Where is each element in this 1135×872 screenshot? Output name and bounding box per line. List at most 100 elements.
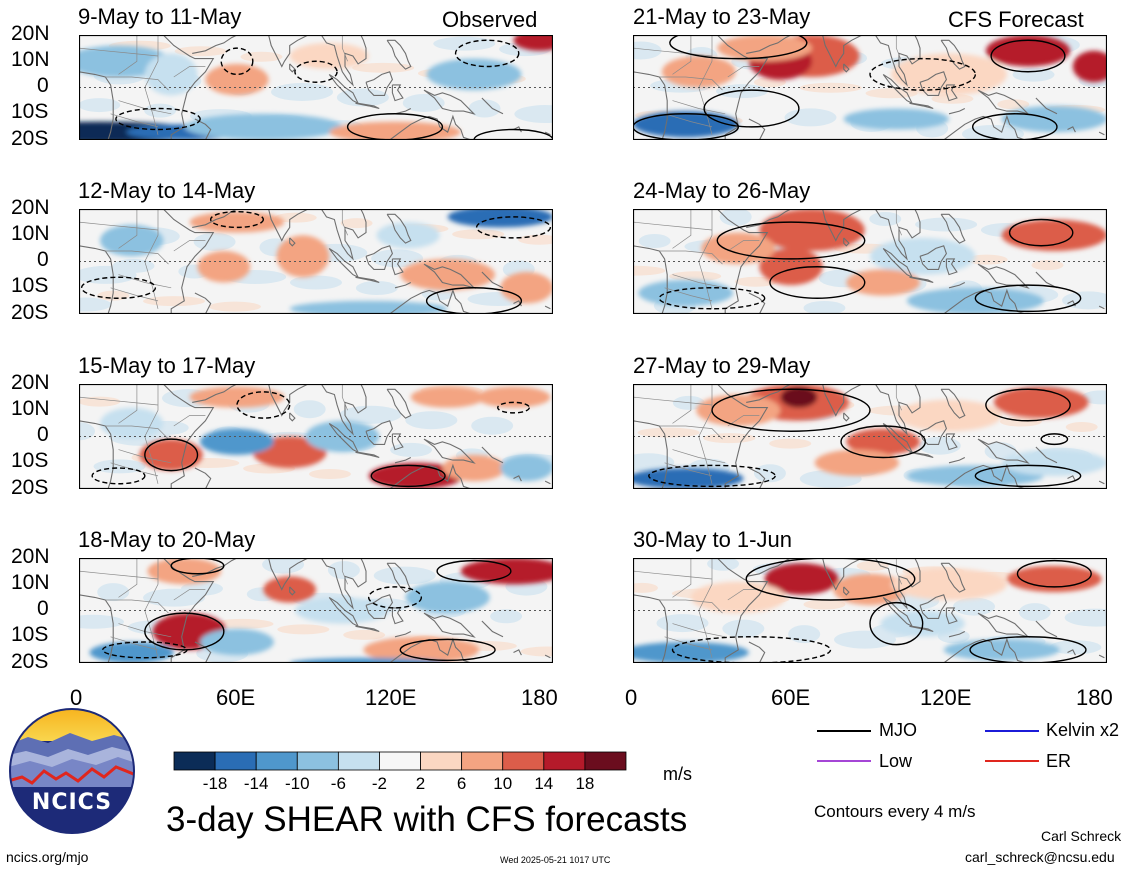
y-tick-row4-3: 10S [11, 623, 49, 646]
coastline [481, 446, 504, 464]
mjo-contour-positive [473, 128, 553, 140]
contour-note: Contours every 4 m/s [814, 802, 976, 821]
country-border [633, 396, 713, 406]
coastline [874, 35, 921, 87]
shear-anomaly-patch [943, 639, 1060, 661]
shading-patch [1018, 603, 1051, 622]
mjo-contour-negative [497, 401, 531, 414]
coastline [948, 282, 966, 289]
coastline [1098, 131, 1105, 136]
shading-patch [97, 583, 130, 602]
coastline [945, 84, 958, 102]
y-tick-row2-3: 10S [11, 274, 49, 297]
shear-anomaly-patch [184, 113, 343, 140]
shear-anomaly-patch [200, 428, 274, 455]
colorbar-tick-label: 6 [457, 774, 466, 793]
x-tick-right-0: 0 [625, 685, 638, 710]
country-border [105, 599, 169, 614]
shading-patch [79, 422, 95, 441]
shear-anomaly-patch [1072, 50, 1107, 83]
shading-patch [637, 427, 700, 438]
shading-patch [961, 124, 1024, 140]
country-border [672, 100, 726, 115]
shading-patch [143, 588, 206, 607]
country-border [173, 240, 206, 252]
shear-anomaly-patch [147, 558, 222, 585]
panel-frame [633, 209, 1107, 314]
coastline [394, 108, 412, 115]
shear-anomaly-patch [846, 428, 921, 455]
shear-anomaly-patch [906, 287, 1044, 314]
coastline [394, 282, 412, 289]
site-link[interactable]: ncics.org/mjo [6, 849, 89, 865]
coastline [544, 131, 551, 136]
coastline [909, 102, 934, 110]
mjo-contour-negative [648, 464, 776, 488]
shear-anomaly-patch [633, 468, 744, 489]
shear-anomaly-patch [1001, 105, 1107, 133]
shading-patch [638, 234, 671, 249]
colorbar-tick-label: -10 [285, 774, 310, 793]
coastline [320, 35, 367, 87]
coastline [192, 35, 238, 54]
country-border [79, 47, 159, 57]
coastline [806, 209, 863, 242]
shading-patch [656, 614, 709, 633]
shading-patch [918, 436, 961, 455]
shading-patch [452, 229, 505, 240]
panel-title-observed-3: 15-May to 17-May [78, 353, 256, 378]
colorbar-swatch [173, 751, 216, 771]
shading-patch [633, 582, 658, 593]
coastline [544, 654, 551, 659]
coastline [940, 562, 966, 593]
mjo-contour-positive [769, 266, 866, 299]
coastline [1035, 97, 1058, 115]
author-email[interactable]: carl_schreck@ncsu.edu [965, 849, 1115, 865]
shear-anomaly-patch [891, 53, 1007, 96]
coastline [843, 412, 850, 422]
y-tick-row3-3: 10S [11, 449, 49, 472]
mjo-contour-negative [294, 60, 338, 83]
colorbar-swatch [502, 751, 545, 771]
country-border [633, 570, 713, 580]
country-border [79, 570, 159, 580]
coastline [843, 586, 850, 596]
shading-patch [769, 438, 812, 449]
shear-anomaly-patch [100, 407, 164, 440]
coastline [79, 245, 114, 314]
panel-title-forecast-2: 24-May to 26-May [633, 178, 811, 203]
country-border [105, 76, 169, 91]
coastline [481, 97, 504, 115]
map-panel-forecast-2 [633, 209, 1107, 314]
shading-patch [803, 599, 846, 610]
shading-patch [856, 560, 889, 571]
shading-patch [953, 597, 996, 616]
mjo-contour-negative [671, 636, 832, 663]
colorbar-swatch [296, 751, 339, 771]
shear-anomaly-patch [846, 269, 921, 296]
shear-anomaly-patch [633, 111, 739, 138]
shading-patch [290, 275, 342, 290]
map-panel-observed-4 [79, 558, 553, 663]
coastline [391, 84, 404, 102]
coastline [365, 71, 394, 96]
coastline [874, 558, 921, 610]
country-border [727, 415, 760, 427]
panel-frame [79, 35, 553, 140]
shear-anomaly-patch [638, 279, 734, 307]
logo-text: NCICS [32, 790, 112, 815]
country-border [341, 558, 348, 585]
country-border [659, 599, 723, 614]
shear-anomaly-patch [891, 568, 1007, 600]
shear-anomaly-patch [833, 573, 907, 606]
coastline [252, 35, 309, 68]
legend-er-label: ER [1046, 751, 1072, 771]
y-tick-row1-3: 10S [11, 100, 49, 123]
y-tick-row3-4: 20S [11, 476, 49, 499]
coastline [544, 480, 551, 485]
country-border [895, 35, 902, 62]
coastline [874, 209, 921, 261]
mjo-contour-positive [370, 464, 446, 488]
shading-patch [390, 442, 433, 457]
mjo-contour-positive [144, 612, 225, 651]
